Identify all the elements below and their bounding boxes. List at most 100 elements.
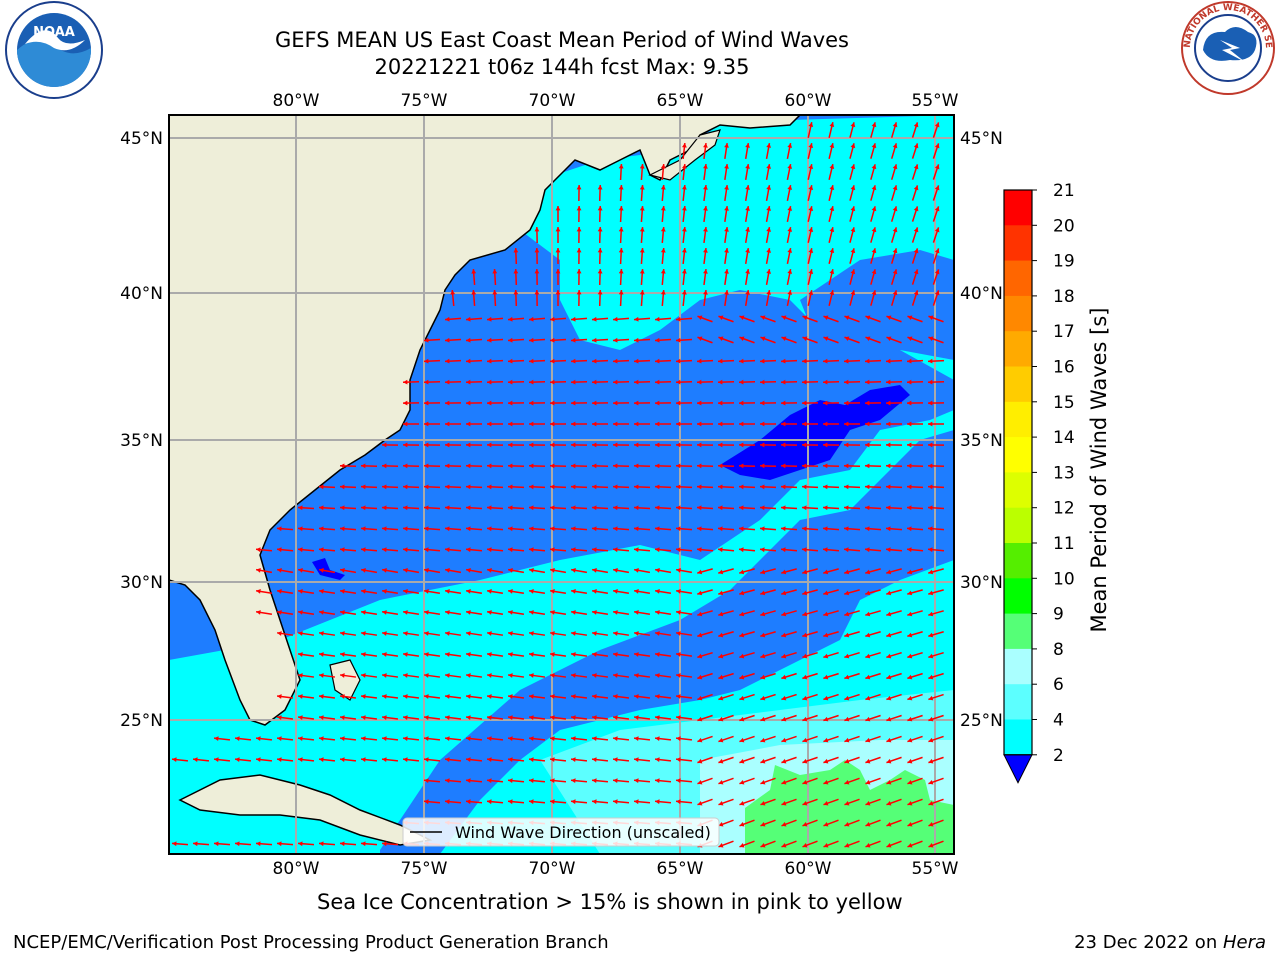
wind-arrow (402, 547, 420, 553)
wind-arrow (697, 315, 713, 323)
lon-label-top: 80°W (273, 91, 320, 111)
wind-arrow (381, 736, 399, 741)
wind-arrow (423, 736, 441, 741)
wind-arrow (739, 798, 755, 806)
wind-arrow (738, 421, 756, 427)
wind-arrow (444, 379, 462, 385)
wind-arrow (703, 142, 708, 160)
wind-arrow (402, 610, 420, 615)
wind-arrow (844, 651, 860, 659)
wind-arrow (870, 206, 877, 222)
wind-arrow (928, 589, 944, 596)
wind-arrow (612, 505, 630, 511)
wind-arrow (570, 442, 588, 448)
wind-arrow (828, 269, 835, 285)
wind-arrow (528, 694, 546, 699)
wind-arrow (633, 736, 651, 741)
wind-arrow (591, 757, 609, 763)
wind-arrow (697, 610, 713, 617)
wind-arrow (928, 315, 944, 323)
wind-arrow (843, 463, 861, 469)
wind-arrow (612, 379, 630, 385)
wind-arrow (192, 841, 210, 847)
wind-arrow (381, 652, 399, 657)
wind-arrow (507, 526, 525, 532)
wind-arrow (360, 526, 378, 532)
wind-arrow (927, 379, 945, 385)
wind-arrow (844, 610, 860, 617)
wind-arrow (781, 631, 797, 638)
wind-arrow (555, 247, 561, 265)
wind-arrow (907, 568, 923, 575)
wind-arrow (486, 526, 504, 532)
wind-arrow (802, 756, 818, 764)
wind-arrow (513, 289, 519, 307)
wind-arrow (802, 589, 818, 596)
wind-arrow (339, 463, 357, 469)
wind-arrow (381, 505, 399, 511)
wind-arrow (744, 289, 750, 307)
wind-arrow (381, 841, 399, 847)
wind-arrow (570, 484, 588, 490)
wind-arrow (927, 400, 945, 406)
wind-arrow (906, 463, 924, 469)
lon-label-bottom: 70°W (529, 859, 576, 879)
wind-arrow (591, 526, 609, 532)
wind-arrow (402, 652, 420, 657)
wind-arrow (865, 651, 881, 659)
period-2-4-band (380, 430, 954, 854)
wind-arrow (255, 547, 273, 553)
wind-arrow (339, 505, 357, 511)
wind-arrow (886, 819, 902, 827)
wind-arrow (932, 248, 940, 264)
wind-arrow (849, 122, 856, 138)
wind-arrow (423, 526, 441, 532)
wind-arrow (549, 379, 567, 385)
wind-arrow (381, 673, 399, 678)
wind-arrow (760, 819, 776, 827)
wind-arrow (612, 589, 630, 595)
wind-arrow (297, 715, 315, 720)
wind-arrow (591, 568, 609, 574)
colorbar-segment (1004, 578, 1032, 615)
wind-arrow (576, 247, 582, 265)
wind-arrow (927, 358, 945, 364)
wind-arrow (486, 673, 504, 678)
wind-arrow (444, 694, 462, 699)
wind-arrow (724, 163, 729, 181)
wind-arrow (318, 484, 336, 490)
wind-arrow (423, 610, 441, 615)
wind-arrow (486, 757, 504, 763)
map-plot-area (169, 115, 954, 854)
wind-arrow (381, 589, 399, 595)
wind-arrow (724, 142, 729, 160)
colorbar-tick-label: 14 (1053, 428, 1075, 448)
wind-arrow (297, 631, 315, 636)
wind-arrow (823, 315, 839, 323)
wind-arrow (822, 526, 840, 532)
wind-arrow (465, 526, 483, 532)
wind-arrow (765, 268, 772, 286)
wind-arrow (849, 185, 856, 201)
wind-arrow (928, 672, 944, 680)
colorbar-segment (1004, 507, 1032, 544)
wind-arrow (318, 736, 336, 741)
wind-arrow (570, 337, 588, 343)
lon-label-top: 70°W (529, 91, 576, 111)
wind-arrow (744, 163, 750, 181)
wind-arrow (890, 290, 898, 306)
wind-arrow (697, 777, 713, 785)
wind-arrow (612, 778, 630, 784)
wind-arrow (402, 400, 420, 406)
wind-arrow (633, 421, 651, 427)
wind-arrow (843, 484, 861, 490)
wind-arrow (465, 442, 483, 448)
wind-arrow (318, 505, 336, 511)
wind-arrow (739, 315, 755, 323)
wind-arrow (597, 205, 603, 223)
wind-arrow (486, 463, 504, 469)
wind-arrow (717, 505, 735, 511)
wind-arrow (213, 736, 231, 741)
noaa-logo: NOAA (5, 1, 103, 99)
